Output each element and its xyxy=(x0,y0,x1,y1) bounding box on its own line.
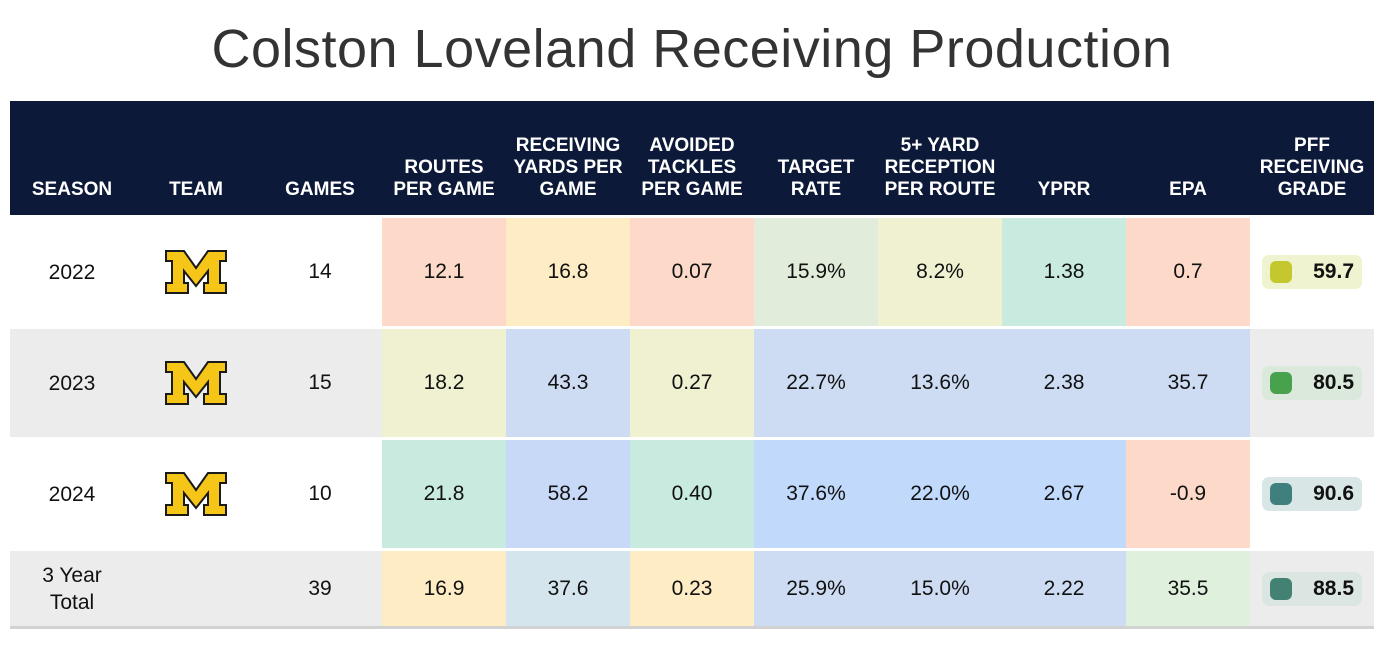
table-row: 3 Year Total 39 16.9 37.6 0.23 25.9% 15.0% 2.22 3… xyxy=(10,548,1374,629)
routes-per-game-cell: 21.8 xyxy=(382,437,506,548)
pff-grade-cell: 80.5 xyxy=(1250,326,1374,437)
team-cell xyxy=(134,326,258,437)
5-yard-reception-per-route-cell: 15.0% xyxy=(878,548,1002,629)
grade-value: 80.5 xyxy=(1313,371,1354,394)
routes-per-game-cell: 16.9 xyxy=(382,548,506,629)
epa-cell: 0.7 xyxy=(1126,215,1250,326)
avoided-tackles-per-game-cell: 0.27 xyxy=(630,326,754,437)
col-header-avoided-tackles-per-game: AVOIDED TACKLES PER GAME xyxy=(630,101,754,215)
header-row: SEASON TEAM GAMES ROUTES PER GAME RECEIV… xyxy=(10,101,1374,215)
table-row: 2022 14 12.1 16.8 0.07 15.9% 8.2% 1.38 0.7 59.7 xyxy=(10,215,1374,326)
avoided-tackles-per-game-cell: 0.40 xyxy=(630,437,754,548)
season-cell: 2022 xyxy=(10,215,134,326)
season-cell: 3 Year Total xyxy=(10,548,134,629)
receiving-yards-per-game-cell: 58.2 xyxy=(506,437,630,548)
table-row: 2023 15 18.2 43.3 0.27 22.7% 13.6% 2.38 35.7 80.5 xyxy=(10,326,1374,437)
receiving-yards-per-game-cell: 37.6 xyxy=(506,548,630,629)
col-header-target-rate: TARGET RATE xyxy=(754,101,878,215)
page-title: Colston Loveland Receiving Production xyxy=(211,19,1173,79)
col-header-team: TEAM xyxy=(134,101,258,215)
receiving-stats-table: SEASON TEAM GAMES ROUTES PER GAME RECEIV… xyxy=(10,101,1374,629)
games-cell: 14 xyxy=(258,215,382,326)
michigan-block-m-icon xyxy=(164,471,228,517)
pff-grade-cell: 90.6 xyxy=(1250,437,1374,548)
epa-cell: 35.5 xyxy=(1126,548,1250,629)
team-cell xyxy=(134,215,258,326)
col-header-yprr: YPRR xyxy=(1002,101,1126,215)
michigan-block-m-icon xyxy=(164,249,228,295)
grade-color-swatch xyxy=(1270,577,1292,600)
grade-badge: 90.6 xyxy=(1262,477,1362,511)
target-rate-cell: 15.9% xyxy=(754,215,878,326)
grade-color-swatch xyxy=(1270,483,1292,505)
routes-per-game-cell: 18.2 xyxy=(382,326,506,437)
grade-color-swatch xyxy=(1270,261,1292,283)
col-header-5-yard-reception-per-route: 5+ YARD RECEPTION PER ROUTE xyxy=(878,101,1002,215)
col-header-games: GAMES xyxy=(258,101,382,215)
table-row: 2024 10 21.8 58.2 0.40 37.6% 22.0% 2.67 -0.9 90.6 xyxy=(10,437,1374,548)
yprr-cell: 2.38 xyxy=(1002,326,1126,437)
pff-grade-cell: 59.7 xyxy=(1250,215,1374,326)
target-rate-cell: 22.7% xyxy=(754,326,878,437)
col-header-routes-per-game: ROUTES PER GAME xyxy=(382,101,506,215)
yprr-cell: 2.22 xyxy=(1002,548,1126,629)
5-yard-reception-per-route-cell: 13.6% xyxy=(878,326,1002,437)
receiving-yards-per-game-cell: 43.3 xyxy=(506,326,630,437)
michigan-block-m-icon xyxy=(164,360,228,406)
epa-cell: -0.9 xyxy=(1126,437,1250,548)
grade-badge: 59.7 xyxy=(1262,255,1362,289)
col-header-receiving-yards-per-game: RECEIVING YARDS PER GAME xyxy=(506,101,630,215)
grade-color-swatch xyxy=(1270,372,1292,394)
grade-badge: 80.5 xyxy=(1262,366,1362,400)
avoided-tackles-per-game-cell: 0.23 xyxy=(630,548,754,629)
yprr-cell: 2.67 xyxy=(1002,437,1126,548)
routes-per-game-cell: 12.1 xyxy=(382,215,506,326)
5-yard-reception-per-route-cell: 22.0% xyxy=(878,437,1002,548)
epa-cell: 35.7 xyxy=(1126,326,1250,437)
grade-badge: 88.5 xyxy=(1262,571,1362,606)
season-cell: 2023 xyxy=(10,326,134,437)
target-rate-cell: 37.6% xyxy=(754,437,878,548)
5-yard-reception-per-route-cell: 8.2% xyxy=(878,215,1002,326)
grade-value: 88.5 xyxy=(1313,576,1354,600)
table-body: 2022 14 12.1 16.8 0.07 15.9% 8.2% 1.38 0.7 59.7 20… xyxy=(10,215,1374,629)
col-header-pff-receiving-grade: PFF RECEIVING GRADE xyxy=(1250,101,1374,215)
receiving-yards-per-game-cell: 16.8 xyxy=(506,215,630,326)
team-cell xyxy=(134,548,258,629)
team-cell xyxy=(134,437,258,548)
grade-value: 59.7 xyxy=(1313,260,1354,283)
col-header-epa: EPA xyxy=(1126,101,1250,215)
col-header-season: SEASON xyxy=(10,101,134,215)
games-cell: 10 xyxy=(258,437,382,548)
games-cell: 15 xyxy=(258,326,382,437)
season-cell: 2024 xyxy=(10,437,134,548)
avoided-tackles-per-game-cell: 0.07 xyxy=(630,215,754,326)
target-rate-cell: 25.9% xyxy=(754,548,878,629)
pff-grade-cell: 88.5 xyxy=(1250,548,1374,629)
grade-value: 90.6 xyxy=(1313,482,1354,505)
games-cell: 39 xyxy=(258,548,382,629)
yprr-cell: 1.38 xyxy=(1002,215,1126,326)
